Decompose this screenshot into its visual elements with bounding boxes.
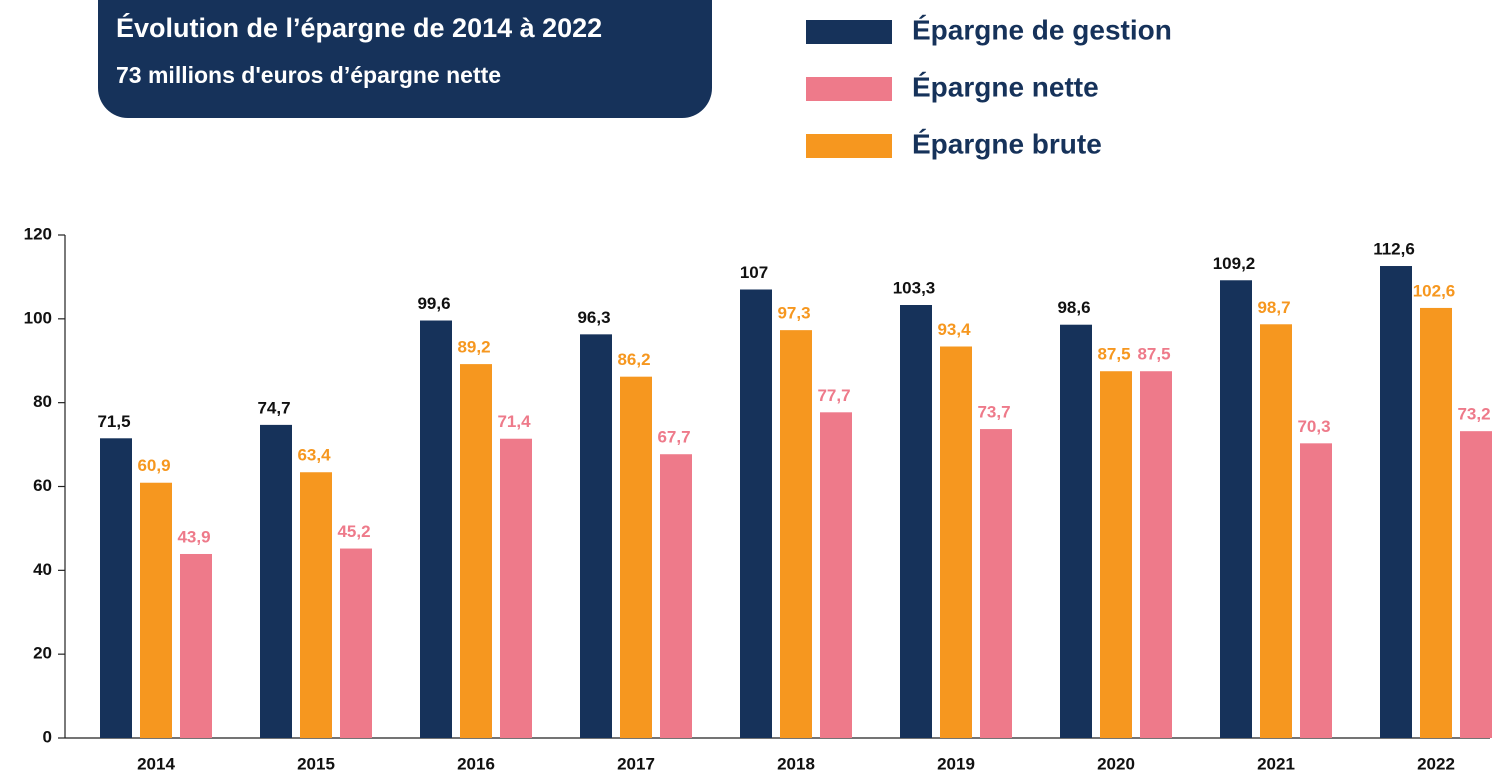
value-label: 77,7 <box>817 386 850 405</box>
bar <box>1060 324 1092 738</box>
bar <box>300 472 332 738</box>
y-tick-label: 20 <box>33 644 52 663</box>
value-label: 98,6 <box>1057 298 1090 317</box>
bar <box>900 305 932 738</box>
bar <box>180 553 212 738</box>
value-label: 73,7 <box>977 403 1010 422</box>
bar <box>780 330 812 738</box>
chart-title: Évolution de l’épargne de 2014 à 2022 <box>116 12 602 43</box>
value-label: 103,3 <box>893 278 936 297</box>
value-label: 109,2 <box>1213 254 1256 273</box>
value-label: 71,5 <box>97 412 130 431</box>
value-label: 86,2 <box>617 350 650 369</box>
x-tick-label: 2022 <box>1417 754 1455 773</box>
x-tick-label: 2015 <box>297 754 335 773</box>
legend-swatch <box>806 77 892 101</box>
y-tick-label: 0 <box>43 727 52 746</box>
legend-swatch <box>806 134 892 158</box>
bar <box>460 364 492 738</box>
x-tick-label: 2021 <box>1257 754 1295 773</box>
value-label: 74,7 <box>257 398 290 417</box>
y-tick-label: 60 <box>33 476 52 495</box>
bar <box>980 429 1012 738</box>
x-tick-label: 2017 <box>617 754 655 773</box>
bar <box>1420 307 1452 738</box>
value-label: 60,9 <box>137 456 170 475</box>
value-label: 87,5 <box>1137 345 1170 364</box>
legend-label: Épargne nette <box>912 71 1099 102</box>
y-tick-label: 100 <box>24 308 52 327</box>
bar <box>620 376 652 738</box>
bar <box>580 334 612 738</box>
bar <box>1380 266 1412 738</box>
value-label: 63,4 <box>297 446 331 465</box>
y-tick-label: 80 <box>33 392 52 411</box>
bar <box>500 438 532 738</box>
value-label: 73,2 <box>1457 405 1490 424</box>
bar <box>420 320 452 738</box>
value-label: 102,6 <box>1413 281 1456 300</box>
legend-swatch <box>806 20 892 44</box>
value-label: 96,3 <box>577 308 610 327</box>
bar <box>740 289 772 738</box>
x-tick-label: 2020 <box>1097 754 1135 773</box>
bar <box>260 424 292 738</box>
value-label: 67,7 <box>657 428 690 447</box>
value-label: 112,6 <box>1373 240 1415 259</box>
bar <box>1460 431 1492 738</box>
bar <box>1100 371 1132 738</box>
bar <box>1300 443 1332 738</box>
x-tick-label: 2016 <box>457 754 495 773</box>
legend-label: Épargne brute <box>912 128 1102 159</box>
x-tick-label: 2018 <box>777 754 815 773</box>
bar <box>100 438 132 738</box>
bar <box>1220 280 1252 738</box>
y-tick-label: 40 <box>33 560 52 579</box>
bar <box>1140 371 1172 738</box>
bar <box>940 346 972 738</box>
bar <box>140 482 172 738</box>
bar <box>340 548 372 738</box>
value-label: 71,4 <box>497 412 531 431</box>
value-label: 98,7 <box>1257 298 1290 317</box>
legend-label: Épargne de gestion <box>912 14 1172 45</box>
value-label: 97,3 <box>777 304 810 323</box>
x-tick-label: 2014 <box>137 754 175 773</box>
value-label: 89,2 <box>457 338 490 357</box>
value-label: 43,9 <box>177 527 210 546</box>
y-tick-label: 120 <box>24 224 52 243</box>
bar <box>820 412 852 738</box>
value-label: 107 <box>740 263 768 282</box>
x-tick-label: 2019 <box>937 754 975 773</box>
bar <box>660 454 692 738</box>
value-label: 45,2 <box>337 522 370 541</box>
value-label: 93,4 <box>937 320 971 339</box>
title-box <box>98 0 712 118</box>
bar <box>1260 324 1292 738</box>
value-label: 99,6 <box>417 294 450 313</box>
chart-subtitle: 73 millions d'euros d’épargne nette <box>116 62 501 88</box>
value-label: 70,3 <box>1297 417 1330 436</box>
value-label: 87,5 <box>1097 345 1130 364</box>
